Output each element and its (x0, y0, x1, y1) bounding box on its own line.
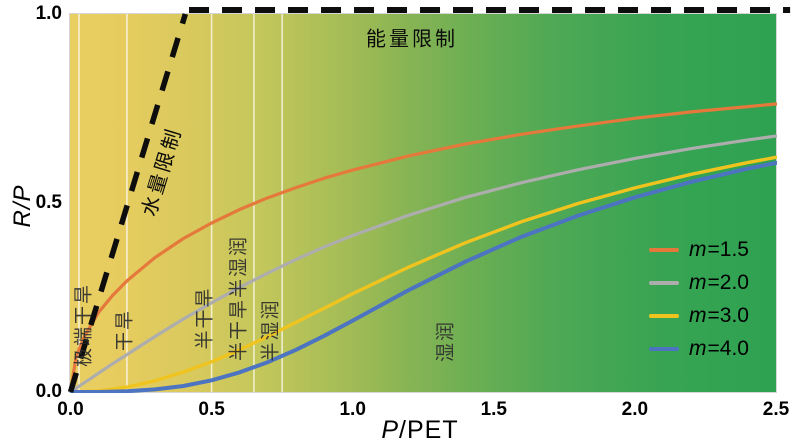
zone-label-semi-arid: 半干旱 (194, 286, 216, 350)
legend-item-m-1.5: m=1.5 (649, 233, 749, 266)
zone-label-semi-arid-semi-humid: 半干旱半湿润 (228, 234, 250, 361)
y-tick-label: 0.0 (35, 381, 62, 402)
x-axis-title-rest: /PET (399, 416, 459, 444)
legend-label-value: =3.0 (707, 303, 749, 327)
y-tick-label: 1.0 (35, 3, 62, 24)
x-tick-label: 0.0 (57, 399, 84, 420)
legend-label: m=1.5 (689, 238, 749, 262)
legend-label-m: m (689, 270, 707, 294)
legend-label-m: m (689, 336, 707, 360)
zone-label-semi-humid: 半湿润 (260, 298, 282, 362)
x-tick-label: 0.5 (198, 399, 225, 420)
legend-label-m: m (689, 237, 707, 261)
legend-label-value: =1.5 (707, 237, 749, 261)
x-tick-label: 1.0 (339, 399, 366, 420)
x-tick-label: 1.5 (480, 399, 508, 420)
legend-label-m: m (689, 303, 707, 327)
zone-label-arid: 干旱 (114, 308, 136, 351)
legend-swatch (649, 346, 679, 351)
x-tick-label: 2.5 (762, 399, 790, 420)
x-tick-label: 2.0 (621, 399, 649, 420)
zone-label-humid: 湿润 (435, 319, 457, 362)
legend-swatch (649, 247, 679, 252)
legend-item-m-2.0: m=2.0 (649, 266, 749, 299)
legend-swatch (649, 313, 679, 318)
legend-item-m-3.0: m=3.0 (649, 299, 749, 332)
legend-label: m=3.0 (689, 304, 749, 328)
legend: m=1.5 m=2.0 m=3.0 m=4.0 (649, 233, 749, 365)
legend-swatch (649, 280, 679, 285)
energy-limit-label: 能量限制 (365, 28, 458, 51)
legend-label-value: =2.0 (707, 270, 749, 294)
legend-label: m=2.0 (689, 271, 749, 295)
y-tick-label: 0.5 (35, 192, 62, 213)
y-axis-title: R/P (9, 184, 36, 228)
legend-label: m=4.0 (689, 337, 749, 361)
legend-item-m-4.0: m=4.0 (649, 332, 749, 365)
x-axis-title-italic: P (381, 416, 400, 444)
x-axis-title: P/PET (381, 416, 458, 445)
zone-label-hyper-arid: 极端干旱 (73, 283, 94, 368)
legend-label-value: =4.0 (707, 336, 749, 360)
